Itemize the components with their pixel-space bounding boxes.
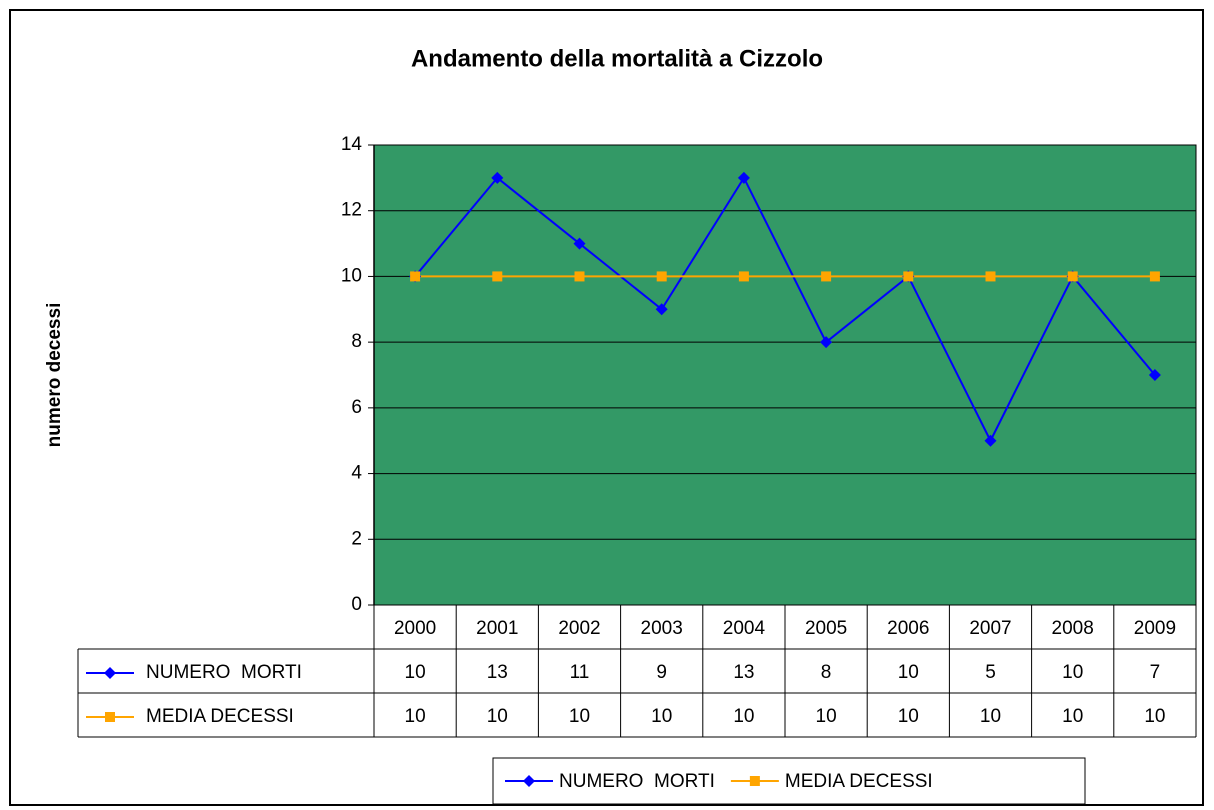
y-tick-label: 10 — [341, 265, 362, 286]
point — [410, 271, 421, 282]
point — [820, 336, 833, 349]
x-tick-label: 2007 — [969, 618, 1011, 639]
point — [656, 271, 667, 282]
y-tick-label: 2 — [351, 528, 362, 549]
legend-label: MEDIA DECESSI — [785, 771, 933, 792]
legend-key — [523, 775, 535, 787]
point — [903, 271, 914, 282]
y-tick-label: 0 — [351, 594, 362, 615]
point — [737, 171, 750, 184]
table-value: 10 — [1062, 662, 1083, 683]
table-value: 10 — [733, 706, 754, 727]
chart-title: Andamento della mortalità a Cizzolo — [411, 45, 823, 72]
x-tick-label: 2008 — [1052, 618, 1094, 639]
table-value: 8 — [821, 662, 832, 683]
point — [655, 303, 668, 316]
point — [1148, 369, 1161, 381]
table-series-name: MEDIA DECESSI — [146, 706, 294, 727]
x-tick-label: 2002 — [558, 618, 600, 639]
legend — [492, 757, 1086, 805]
point — [574, 271, 585, 282]
table-value: 10 — [487, 706, 508, 727]
table-value: 10 — [651, 706, 672, 727]
point — [1149, 271, 1160, 282]
table-legend-key — [104, 667, 116, 679]
point — [1067, 271, 1078, 282]
point — [491, 171, 504, 184]
table-value: 10 — [816, 706, 837, 727]
y-tick-label: 4 — [351, 463, 362, 484]
table-value: 10 — [898, 706, 919, 727]
x-tick-label: 2003 — [641, 618, 683, 639]
legend-label: NUMERO MORTI — [559, 771, 715, 792]
plot-area — [373, 144, 1197, 606]
point — [984, 434, 997, 447]
x-tick-label: 2001 — [476, 618, 518, 639]
y-tick-label: 14 — [341, 134, 363, 155]
y-axis-title: numero decessi — [44, 303, 65, 448]
table-value: 10 — [569, 706, 590, 727]
legend-key — [749, 776, 760, 786]
x-tick-label: 2004 — [723, 618, 766, 639]
point — [573, 237, 586, 250]
x-tick-label: 2005 — [805, 618, 847, 639]
table-value: 13 — [487, 662, 508, 683]
point — [985, 271, 996, 282]
table-value: 5 — [985, 662, 996, 683]
y-tick-label: 8 — [351, 331, 362, 352]
y-tick-label: 6 — [351, 397, 362, 418]
table-value: 9 — [656, 662, 667, 683]
table-value: 13 — [733, 662, 754, 683]
table-value: 11 — [570, 662, 590, 683]
table-value: 10 — [405, 662, 426, 683]
y-tick-label: 12 — [341, 200, 362, 221]
point — [738, 271, 749, 282]
table-series-name: NUMERO MORTI — [146, 662, 302, 683]
point — [492, 271, 503, 282]
table-value: 10 — [1144, 706, 1165, 727]
table-value: 7 — [1150, 662, 1161, 683]
table-legend-key — [105, 712, 115, 722]
series-line — [414, 175, 1156, 443]
x-tick-label: 2006 — [887, 618, 929, 639]
table-value: 10 — [405, 706, 426, 727]
x-tick-label: 2000 — [394, 618, 436, 639]
table-value: 10 — [1062, 706, 1083, 727]
table-value: 10 — [898, 662, 919, 683]
table-value: 10 — [980, 706, 1001, 727]
point — [821, 271, 832, 282]
x-tick-label: 2009 — [1134, 618, 1176, 639]
